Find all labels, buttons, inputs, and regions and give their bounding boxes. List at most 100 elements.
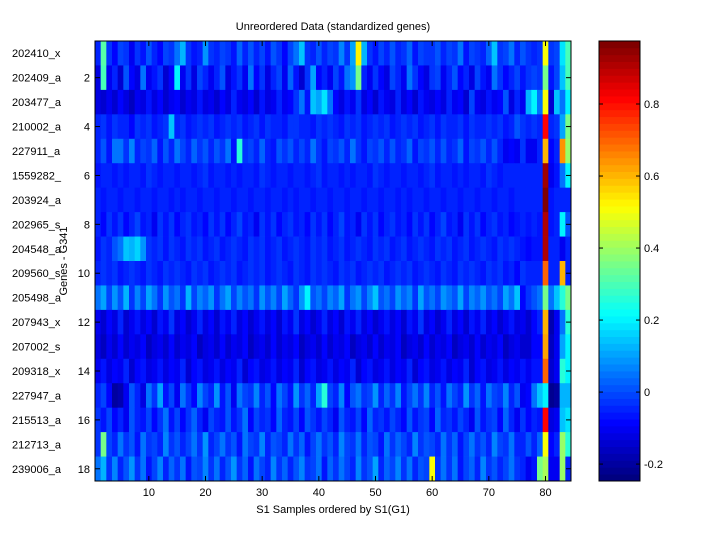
colorbar xyxy=(599,41,640,482)
heatmap-cell xyxy=(338,334,345,360)
heatmap-cell xyxy=(304,456,311,482)
heatmap-cell xyxy=(554,212,561,237)
heatmap-cell xyxy=(197,163,204,189)
heatmap-cell xyxy=(542,432,549,457)
heatmap-cell xyxy=(344,456,351,482)
heatmap-cell xyxy=(531,41,538,66)
heatmap-cell xyxy=(361,407,368,433)
heatmap-cell xyxy=(474,334,481,360)
heatmap-cell xyxy=(180,138,187,164)
heatmap-cell xyxy=(316,456,323,482)
heatmap-cell xyxy=(129,236,136,262)
heatmap-cell xyxy=(146,407,153,433)
heatmap-cell xyxy=(389,138,396,164)
heatmap-cell xyxy=(123,334,130,360)
heatmap-cell xyxy=(208,163,215,189)
heatmap-cell xyxy=(474,41,481,66)
heatmap-cell xyxy=(191,358,198,384)
heatmap-cell xyxy=(418,261,425,286)
heatmap-cell xyxy=(304,407,311,433)
heatmap-cell xyxy=(248,89,255,115)
heatmap-cell xyxy=(508,114,515,140)
heatmap-cell xyxy=(418,212,425,237)
heatmap-cell xyxy=(497,334,504,360)
heatmap-cell xyxy=(548,236,555,262)
heatmap-cell xyxy=(446,138,453,164)
heatmap-cell xyxy=(185,261,192,286)
heatmap-cell xyxy=(293,65,300,91)
heatmap-cell xyxy=(350,334,357,360)
colorbar-swatch xyxy=(599,233,640,241)
heatmap-cell xyxy=(259,456,266,482)
colorbar-swatch xyxy=(599,164,640,173)
heatmap-cell xyxy=(344,65,351,91)
heatmap-cell xyxy=(197,41,204,66)
heatmap-cell xyxy=(344,383,351,409)
heatmap-cell xyxy=(214,236,221,262)
heatmap-cell xyxy=(542,358,549,384)
heatmap-cell xyxy=(129,89,136,115)
heatmap-cell xyxy=(395,41,402,66)
heatmap-cell xyxy=(537,358,544,384)
heatmap-cell xyxy=(168,358,175,384)
heatmap-cell xyxy=(491,383,498,409)
heatmap-cell xyxy=(497,65,504,91)
heatmap-cell xyxy=(474,114,481,140)
heatmap-cell xyxy=(191,89,198,115)
heatmap-cell xyxy=(214,407,221,433)
heatmap-cell xyxy=(452,114,459,140)
heatmap-cell xyxy=(514,456,521,482)
heatmap-cell xyxy=(191,383,198,409)
heatmap-cell xyxy=(299,41,306,66)
heatmap-cell xyxy=(219,187,226,213)
heatmap-cell xyxy=(310,65,317,91)
heatmap-cell xyxy=(350,432,357,457)
heatmap-cell xyxy=(225,309,232,335)
heatmap-cell xyxy=(185,212,192,237)
heatmap-cell xyxy=(344,358,351,384)
heatmap-cell xyxy=(174,309,181,335)
heatmap-cell xyxy=(214,261,221,286)
heatmap-cell xyxy=(367,456,374,482)
heatmap-cell xyxy=(440,407,447,433)
heatmap-cell xyxy=(548,432,555,457)
heatmap-cell xyxy=(180,456,187,482)
heatmap-cell xyxy=(293,114,300,140)
heatmap-cell xyxy=(259,261,266,286)
heatmap-cell xyxy=(446,456,453,482)
heatmap-cell xyxy=(299,236,306,262)
colorbar-swatch xyxy=(599,75,640,83)
heatmap-cell xyxy=(117,89,124,115)
heatmap-cell xyxy=(265,309,272,335)
heatmap-cell xyxy=(185,163,192,189)
heatmap-cell xyxy=(406,187,413,213)
heatmap-cell xyxy=(440,41,447,66)
heatmap-cell xyxy=(491,212,498,237)
heatmap-cell xyxy=(327,383,334,409)
heatmap-cell xyxy=(389,285,396,311)
heatmap-cell xyxy=(282,89,289,115)
heatmap-cell xyxy=(129,407,136,433)
heatmap-cell xyxy=(537,407,544,433)
heatmap-cell xyxy=(503,212,510,237)
heatmap-cell xyxy=(542,285,549,311)
heatmap-cell xyxy=(219,163,226,189)
heatmap-cell xyxy=(355,163,362,189)
heatmap-cell xyxy=(559,407,566,433)
heatmap-cell xyxy=(106,309,113,335)
colorbar-swatch xyxy=(599,157,640,166)
heatmap-cell xyxy=(469,261,476,286)
colorbar-swatch xyxy=(599,467,640,475)
colorbar-swatch xyxy=(599,336,640,344)
heatmap-cell xyxy=(95,187,102,213)
heatmap-cell xyxy=(446,432,453,457)
heatmap-cell xyxy=(310,407,317,433)
heatmap-cell xyxy=(525,383,532,409)
heatmap-cell xyxy=(463,138,470,164)
heatmap-cell xyxy=(435,261,442,286)
heatmap-cell xyxy=(248,432,255,457)
heatmap-cell xyxy=(287,89,294,115)
x-axis-ticks: 10 20 30 40 50 60 70 80 xyxy=(143,41,552,499)
heatmap-cell xyxy=(338,65,345,91)
heatmap-cell xyxy=(236,163,243,189)
